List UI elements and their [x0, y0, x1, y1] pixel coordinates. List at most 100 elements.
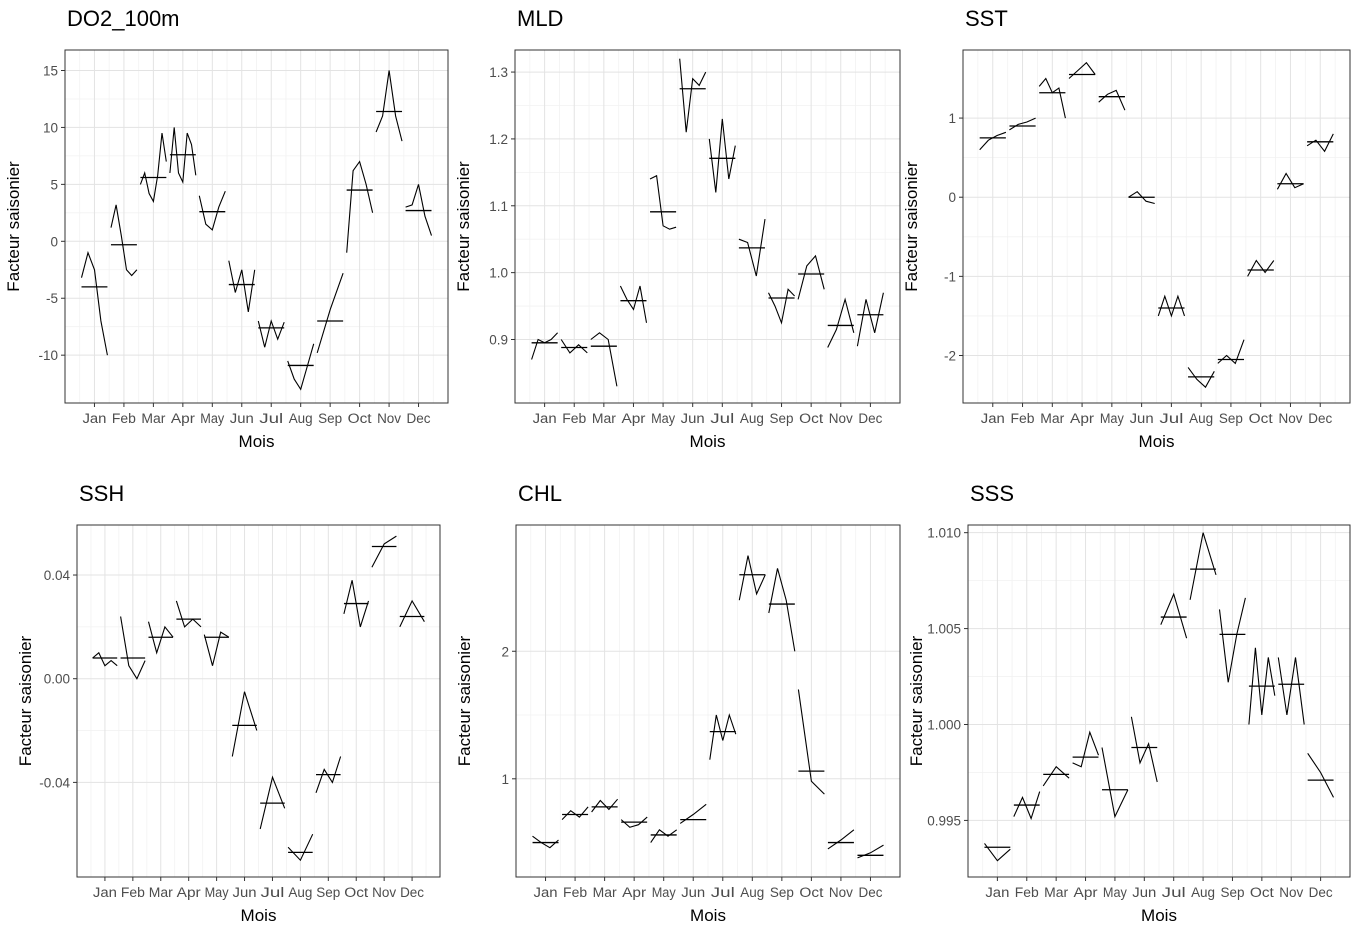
subseries-line-oct: [1248, 647, 1276, 725]
x-tick-label: Mar: [1044, 885, 1069, 900]
subseries-line-jun: [1128, 190, 1155, 205]
x-tick-label: Nov: [377, 411, 401, 426]
x-tick-label: Feb: [1011, 411, 1035, 426]
subseries-line-feb: [560, 339, 588, 354]
subseries-line-sep: [768, 568, 796, 652]
plot-frame: [64, 49, 449, 404]
y-tick-label: 1.005: [927, 622, 961, 637]
x-tick-label: Oct: [799, 885, 823, 900]
x-tick-label: Sep: [1219, 411, 1243, 426]
x-tick-label: Jul: [711, 885, 735, 900]
y-tick-label: 1.1: [489, 199, 508, 214]
y-axis-title: Facteur saisonier: [454, 161, 473, 292]
y-tick-label: 5: [50, 177, 58, 192]
x-axis-title: Mois: [241, 906, 277, 925]
subseries-line-apr: [620, 816, 648, 828]
x-tick-label: Feb: [563, 885, 587, 900]
x-tick-label: Nov: [829, 411, 853, 426]
y-tick-label: -5: [46, 291, 58, 306]
x-tick-label: Jan: [93, 885, 117, 900]
plot-frame: [515, 524, 901, 878]
subseries-line-jun: [228, 260, 256, 312]
y-tick-label: 0: [50, 234, 58, 249]
x-tick-label: Jan: [534, 885, 558, 900]
y-tick-label: -10: [38, 348, 58, 363]
subseries-line-nov: [827, 297, 855, 348]
x-tick-label: Nov: [1279, 885, 1303, 900]
x-tick-label: May: [205, 885, 229, 900]
subseries-line-may: [198, 190, 226, 231]
subseries-line-jul: [1157, 294, 1186, 318]
subseries-line-may: [203, 631, 230, 666]
subseries-line-feb: [110, 204, 138, 277]
subseries-line-apr: [169, 127, 197, 185]
x-tick-label: Dec: [858, 885, 882, 900]
x-tick-label: Apr: [177, 885, 202, 900]
x-tick-label: Dec: [407, 411, 431, 426]
chart-title: CHL: [518, 481, 562, 506]
x-tick-label: Aug: [1189, 411, 1213, 426]
subseries-line-nov: [1276, 172, 1304, 190]
x-tick-label: May: [651, 411, 675, 426]
subseries-line-dec: [856, 292, 884, 347]
y-tick-label: 1.3: [489, 65, 508, 80]
y-axis-title: Facteur saisonier: [455, 635, 474, 766]
subseries-line-nov: [375, 70, 403, 142]
x-tick-label: Jun: [230, 411, 254, 426]
x-tick-label: Aug: [1191, 885, 1215, 900]
panel-chl: 2 1 Jan Feb Mar Apr May Jun Jul Aug Sep Oct Nov Dec CH…: [455, 481, 901, 925]
subseries-line-feb: [1009, 117, 1036, 131]
x-tick-label: May: [200, 411, 224, 426]
x-axis-title: Mois: [690, 906, 726, 925]
plot-frame: [967, 524, 1351, 878]
subseries-line-nov: [1277, 657, 1305, 725]
x-axis-title: Mois: [1141, 906, 1177, 925]
subseries-line-jun: [231, 691, 258, 757]
x-tick-label: Nov: [372, 885, 396, 900]
x-tick-label: Aug: [740, 885, 764, 900]
subseries-line-oct: [797, 689, 825, 795]
subseries-line-may: [649, 174, 677, 230]
x-tick-label: Aug: [289, 411, 313, 426]
subseries-line-jul: [257, 319, 285, 348]
subseries-line-aug: [287, 343, 315, 391]
subseries-line-oct: [1247, 259, 1275, 277]
y-tick-label: 0.04: [44, 568, 71, 583]
y-tick-label: 0.995: [927, 813, 961, 828]
y-tick-label: 1.2: [489, 132, 508, 147]
x-tick-label: Jun: [233, 885, 257, 900]
subseries-line-dec: [399, 599, 425, 628]
x-tick-label: Jul: [259, 411, 283, 426]
subseries-line-may: [1101, 747, 1129, 819]
subseries-line-feb: [120, 616, 146, 680]
y-tick-label: -1: [944, 269, 956, 284]
x-axis-title: Mois: [239, 432, 275, 451]
chart-title: SSS: [970, 481, 1014, 506]
subseries-line-oct: [346, 160, 374, 253]
x-tick-label: Oct: [799, 411, 823, 426]
subseries-line-sep: [315, 756, 342, 793]
subseries-line-jun: [1130, 716, 1158, 783]
x-tick-label: Mar: [592, 411, 617, 426]
subseries-line-dec: [1307, 752, 1334, 798]
subseries-line-sep: [1218, 597, 1246, 683]
x-tick-label: Aug: [740, 411, 764, 426]
subseries-line-aug: [1189, 532, 1217, 600]
x-tick-label: Oct: [348, 411, 372, 426]
panel-sss: 1.010 1.005 1.000 0.995 Jan Feb Mar Apr May Jun Ju…: [907, 481, 1351, 925]
chart-title: SST: [965, 6, 1008, 31]
x-tick-label: Jan: [82, 411, 106, 426]
x-axis-title: Mois: [690, 432, 726, 451]
y-axis-title: Facteur saisonier: [907, 635, 926, 766]
y-tick-label: 1.000: [927, 717, 961, 732]
x-tick-label: Mar: [593, 885, 618, 900]
subseries-line-apr: [1072, 730, 1100, 768]
y-tick-label: 1: [948, 111, 956, 126]
x-tick-label: Feb: [112, 411, 136, 426]
panel-ssh: 0.04 0.00 -0.04 Jan Feb Mar Apr May Jun Jul Aug Sep…: [16, 481, 441, 925]
x-tick-label: Sep: [316, 885, 340, 900]
subseries-line-dec: [857, 844, 884, 859]
x-tick-label: Sep: [318, 411, 342, 426]
x-tick-label: Oct: [344, 885, 368, 900]
